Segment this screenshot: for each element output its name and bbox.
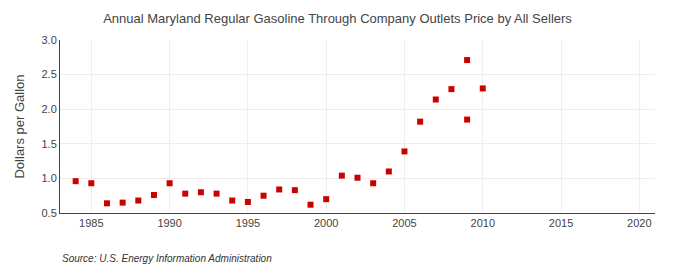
- svg-text:2005: 2005: [392, 217, 416, 229]
- svg-text:Dollars per Gallon: Dollars per Gallon: [12, 74, 27, 178]
- svg-text:2.5: 2.5: [42, 68, 57, 80]
- svg-text:0.5: 0.5: [42, 207, 57, 219]
- svg-text:2020: 2020: [627, 217, 651, 229]
- svg-text:2015: 2015: [549, 217, 573, 229]
- svg-text:Source: U.S. Energy Informatio: Source: U.S. Energy Information Administ…: [62, 253, 272, 264]
- svg-text:1.0: 1.0: [42, 172, 57, 184]
- svg-text:2000: 2000: [314, 217, 338, 229]
- svg-text:1995: 1995: [236, 217, 260, 229]
- svg-text:Annual Maryland Regular Gasoli: Annual Maryland Regular Gasoline Through…: [103, 11, 572, 26]
- svg-text:1.5: 1.5: [42, 138, 57, 150]
- svg-text:2.0: 2.0: [42, 103, 57, 115]
- svg-text:2010: 2010: [471, 217, 495, 229]
- svg-text:3.0: 3.0: [42, 34, 57, 46]
- svg-text:1985: 1985: [79, 217, 103, 229]
- svg-text:1990: 1990: [157, 217, 181, 229]
